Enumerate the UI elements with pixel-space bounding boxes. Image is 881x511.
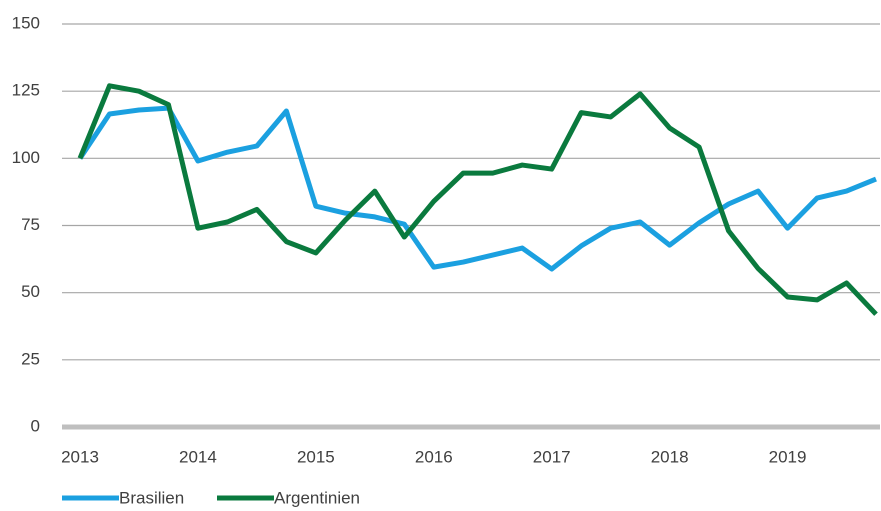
series-line xyxy=(77,105,877,272)
series-line xyxy=(77,83,878,316)
y-tick-label: 125 xyxy=(12,81,40,100)
x-tick-label: 2014 xyxy=(179,447,217,466)
x-tick-label: 2015 xyxy=(297,447,335,466)
y-tick-label: 75 xyxy=(21,215,40,234)
x-tick-label: 2019 xyxy=(769,447,807,466)
y-tick-label: 50 xyxy=(21,282,40,301)
x-tick-label: 2016 xyxy=(415,447,453,466)
y-tick-label: 150 xyxy=(12,13,40,32)
legend-label: Argentinien xyxy=(274,488,360,507)
x-tick-label: 2013 xyxy=(61,447,99,466)
x-tick-label: 2017 xyxy=(533,447,571,466)
y-tick-label: 0 xyxy=(31,416,40,435)
legend-label: Brasilien xyxy=(119,488,184,507)
y-tick-label: 25 xyxy=(21,349,40,368)
y-tick-label: 100 xyxy=(12,148,40,167)
x-tick-label: 2018 xyxy=(651,447,689,466)
